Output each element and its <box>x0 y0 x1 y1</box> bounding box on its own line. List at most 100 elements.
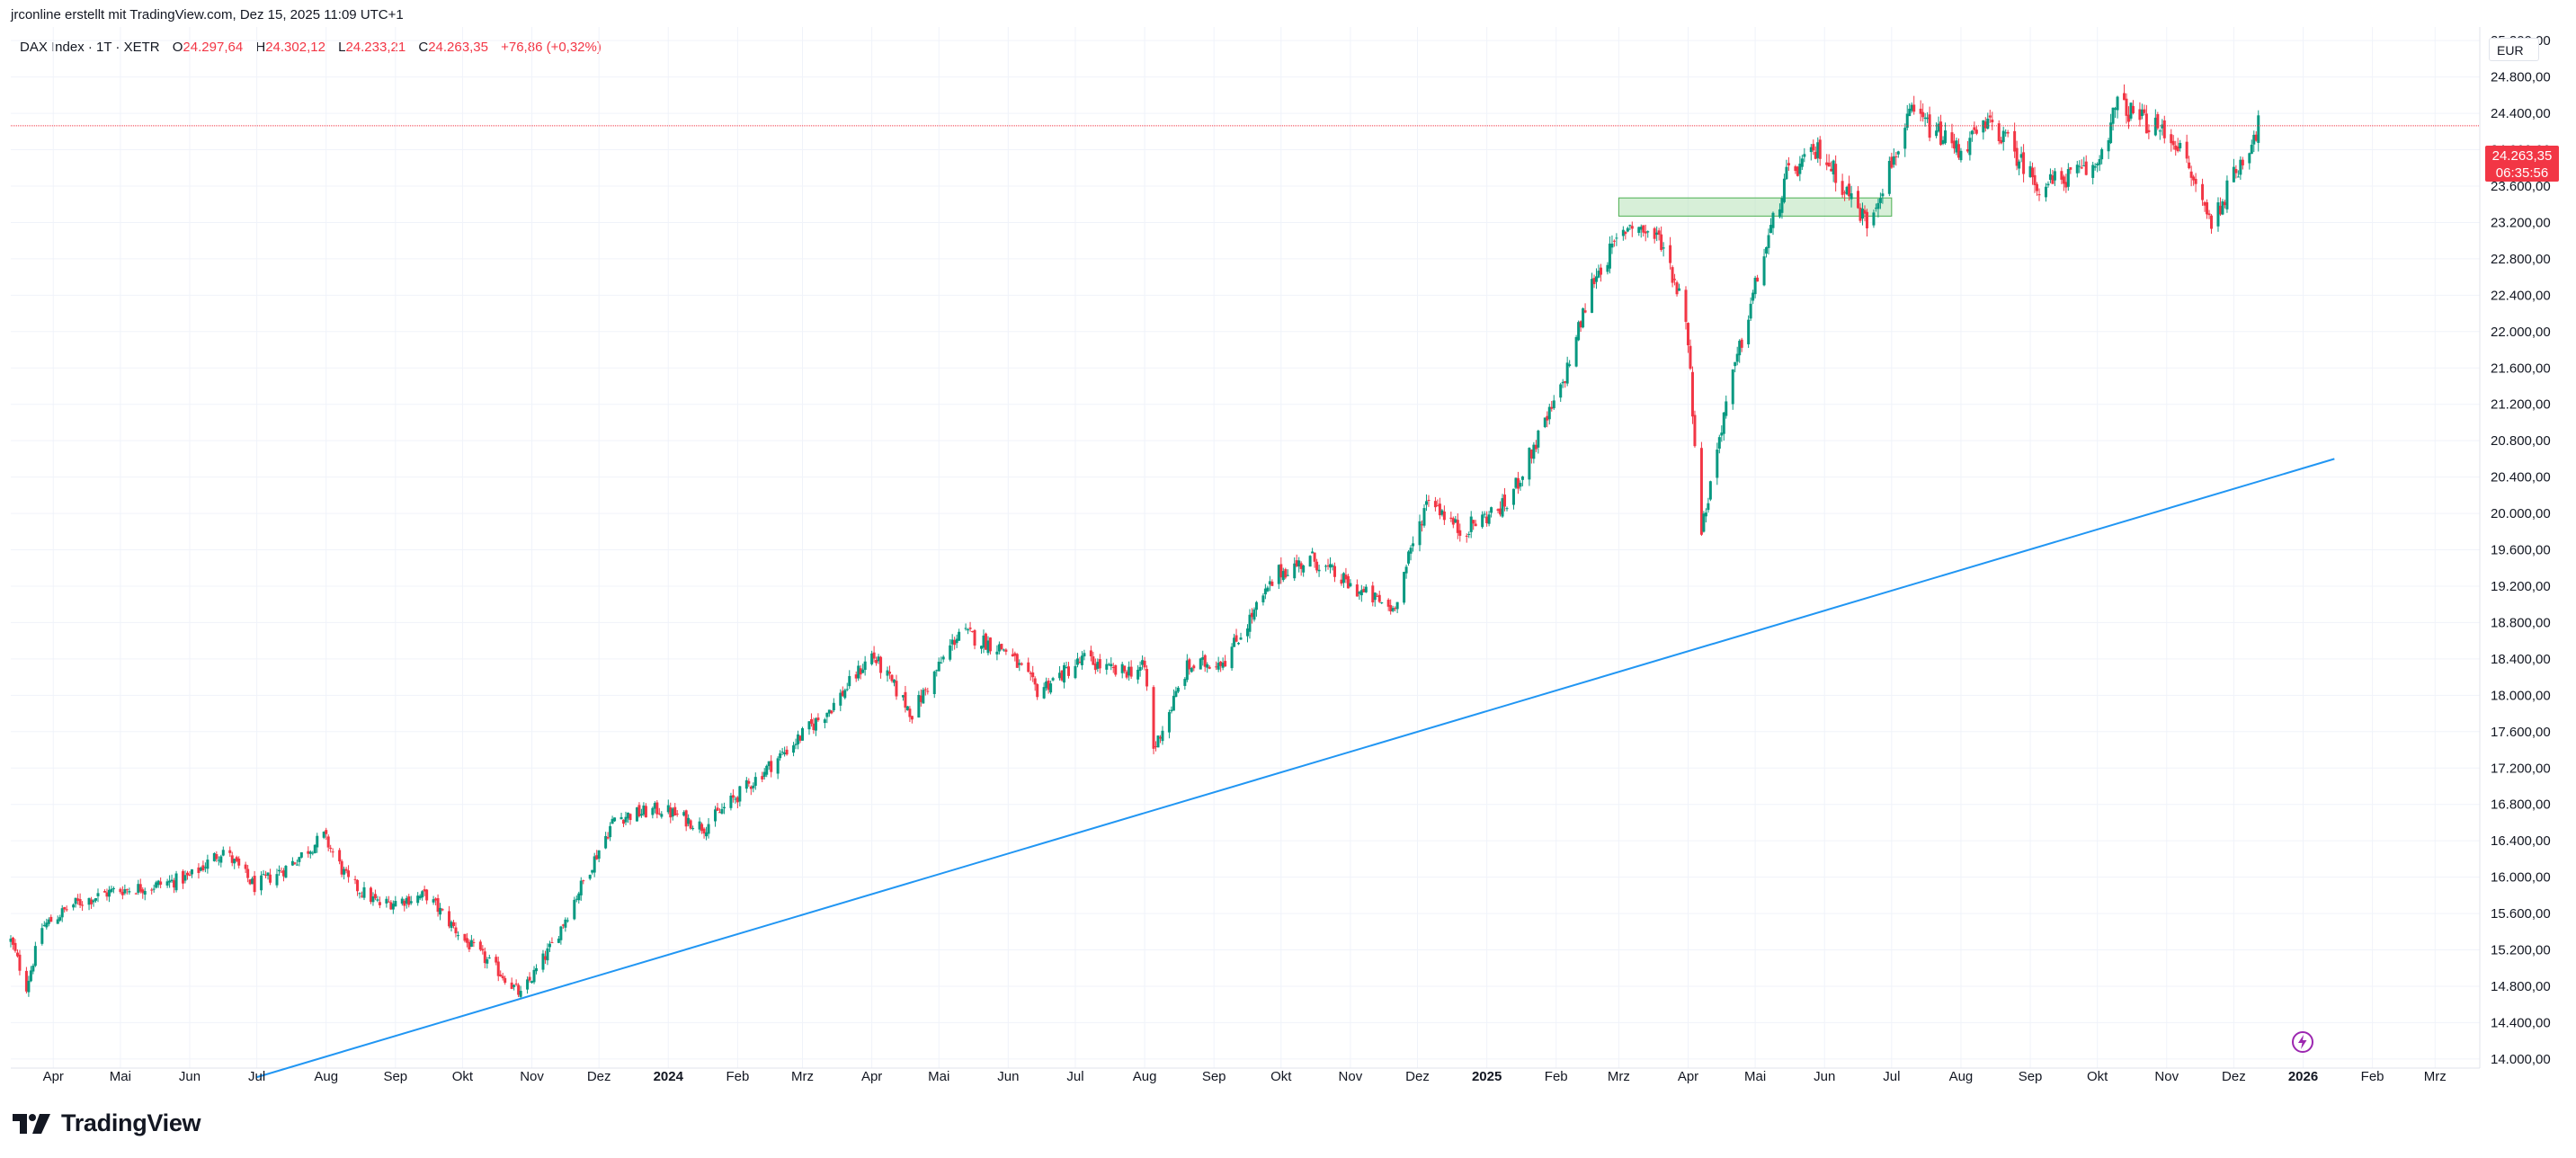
candle <box>405 895 408 909</box>
candle-body <box>785 749 789 755</box>
candle <box>1170 706 1173 714</box>
candle <box>1221 657 1225 671</box>
candle-body <box>1060 670 1064 681</box>
candle-body <box>478 941 482 950</box>
candle <box>832 698 835 713</box>
candle <box>1346 574 1350 589</box>
currency-selector[interactable]: EUR <box>2489 38 2539 61</box>
candle-body <box>1263 588 1267 595</box>
candle <box>165 878 169 888</box>
candle <box>423 886 426 896</box>
candle-body <box>308 851 312 854</box>
candle-body <box>1449 517 1453 519</box>
candle-body <box>1778 209 1781 218</box>
candle <box>1955 138 1958 156</box>
candle-body <box>1503 494 1507 507</box>
candle-body <box>953 640 957 646</box>
tradingview-brand[interactable]: TradingView <box>13 1109 201 1137</box>
candle-body <box>807 721 811 730</box>
candle-body <box>1412 543 1415 547</box>
candle-body <box>1277 565 1280 584</box>
candle-body <box>1472 520 1475 524</box>
candle <box>1380 601 1384 604</box>
candle <box>1725 395 1728 419</box>
candle-body <box>361 895 364 897</box>
x-tick-label: Okt <box>1270 1069 1292 1084</box>
candle-body <box>1988 115 1992 118</box>
candle-body <box>496 961 500 976</box>
candle-body <box>2018 161 2021 169</box>
candle <box>1317 565 1321 577</box>
candle <box>932 670 936 699</box>
candle-body <box>532 969 536 983</box>
candle-body <box>1568 364 1572 366</box>
candle-body <box>892 679 896 683</box>
candle-body <box>1725 401 1728 416</box>
candle-body <box>669 806 673 818</box>
candle-body <box>1391 608 1395 611</box>
candle <box>1018 659 1021 672</box>
candle-body <box>27 980 31 993</box>
candle <box>244 861 247 873</box>
candle-body <box>96 893 100 896</box>
candle <box>1176 685 1180 694</box>
candle-body <box>1105 664 1109 670</box>
candle-body <box>358 893 361 895</box>
candle-body <box>31 966 35 972</box>
candle <box>2144 104 2148 134</box>
candle <box>486 957 489 969</box>
candle <box>1219 661 1223 673</box>
candle-body <box>971 631 975 633</box>
candle-body <box>935 670 939 672</box>
candle <box>1765 246 1769 258</box>
candle <box>2241 156 2244 170</box>
candle-body <box>1123 665 1127 672</box>
candle <box>1809 144 1813 161</box>
candle-body <box>295 864 299 866</box>
candle-body <box>528 976 531 981</box>
candle <box>362 881 366 901</box>
candle-body <box>1286 575 1289 576</box>
candle-body <box>1809 147 1813 153</box>
candle <box>2096 162 2099 173</box>
candle <box>684 809 688 832</box>
candle-body <box>183 875 187 881</box>
candle-body <box>2084 161 2088 175</box>
candle-body <box>1565 362 1569 384</box>
candle-body <box>1621 229 1625 236</box>
candle-body <box>1543 417 1546 428</box>
candle <box>1293 557 1297 582</box>
candle <box>879 655 883 679</box>
candle-body <box>2001 130 2005 142</box>
candle <box>76 894 80 905</box>
candle-body <box>798 735 802 741</box>
candle-body <box>1279 564 1283 578</box>
candle-body <box>316 835 319 848</box>
symbol-label[interactable]: DAX Index · 1T · XETR <box>20 40 160 55</box>
candle-body <box>698 821 701 830</box>
candle-body <box>1174 690 1178 698</box>
candle-body <box>816 717 820 721</box>
candle-body <box>564 919 567 928</box>
y-tick-label: 14.400,00 <box>2491 1015 2551 1030</box>
candle-body <box>1827 162 1831 167</box>
candle-body <box>1233 637 1236 647</box>
candle <box>1138 661 1142 677</box>
candle-body <box>843 690 847 699</box>
candle <box>1892 148 1895 168</box>
candle-body <box>1089 650 1092 657</box>
lightning-icon[interactable] <box>2291 1030 2314 1054</box>
candle <box>1183 677 1187 690</box>
candle <box>937 657 940 672</box>
candle <box>1206 662 1209 673</box>
candle-body <box>123 889 127 894</box>
candle <box>1669 236 1672 270</box>
candle <box>843 688 847 699</box>
candle <box>2126 106 2130 129</box>
candle <box>566 917 569 923</box>
candle-body <box>60 908 64 918</box>
candle-body <box>582 880 585 882</box>
candle <box>2051 169 2055 184</box>
candle-body <box>863 661 867 671</box>
